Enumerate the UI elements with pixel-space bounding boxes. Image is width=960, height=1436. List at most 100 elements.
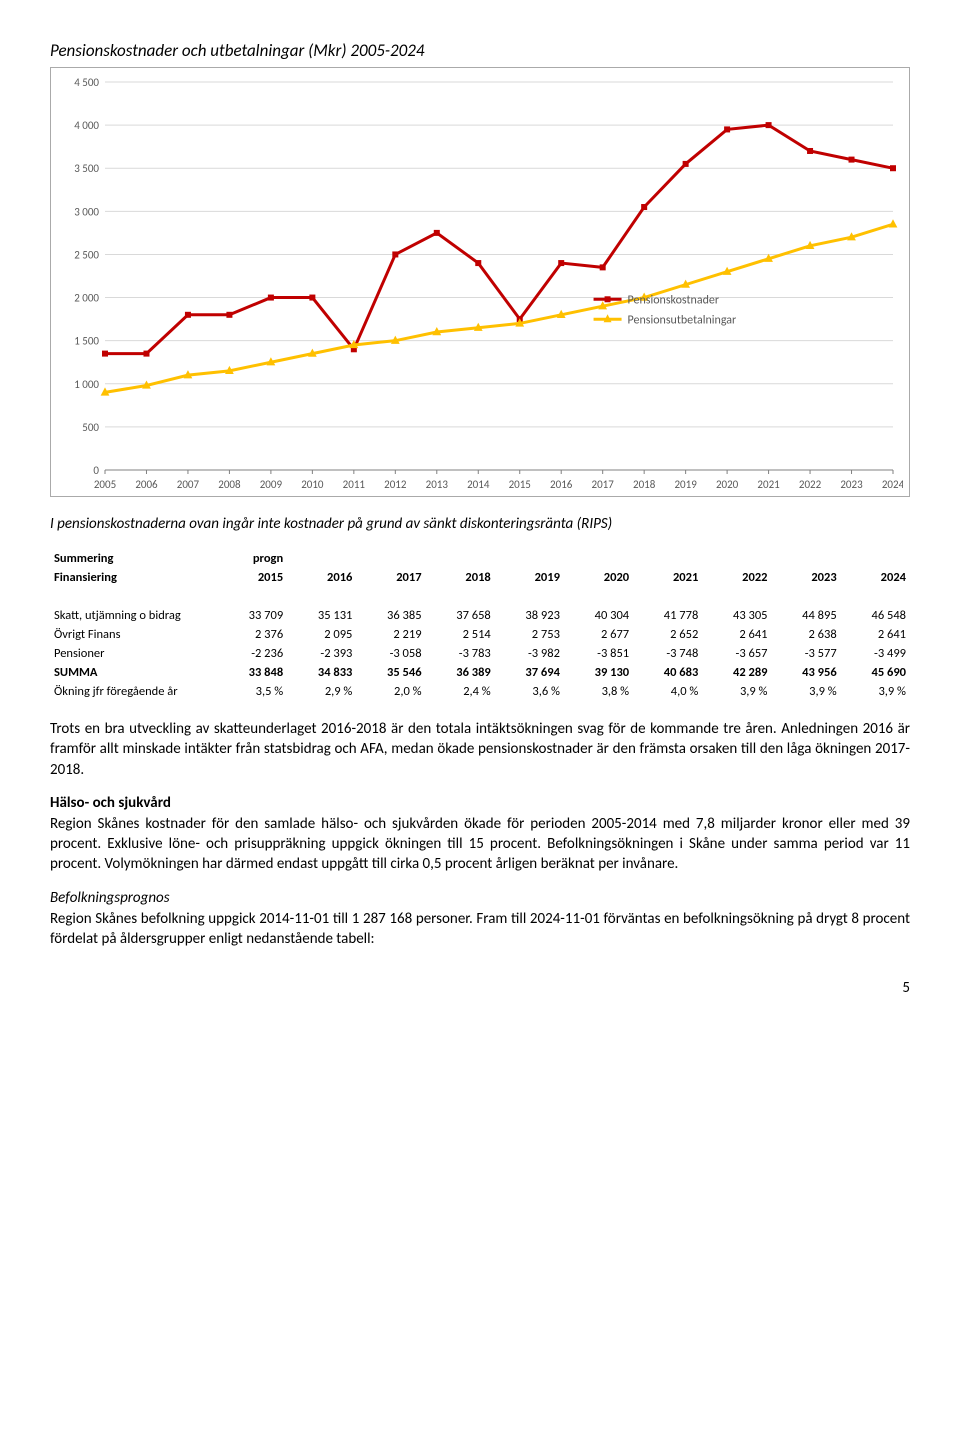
cell: 3,5 %	[218, 682, 287, 701]
svg-text:2010: 2010	[301, 478, 324, 491]
paragraph-2: Region Skånes kostnader för den samlade …	[50, 814, 910, 875]
cell: 2 677	[564, 625, 633, 644]
svg-text:2019: 2019	[674, 478, 697, 491]
svg-text:2009: 2009	[260, 478, 283, 491]
svg-text:4 000: 4 000	[74, 119, 99, 132]
cell: 3,9 %	[772, 682, 841, 701]
cell: 34 833	[287, 663, 356, 682]
cell: -3 982	[495, 644, 564, 663]
cell: 2 219	[356, 625, 425, 644]
cell: 44 895	[772, 606, 841, 625]
th-year: 2017	[356, 568, 425, 587]
th-year: 2019	[495, 568, 564, 587]
svg-text:2024: 2024	[882, 478, 903, 491]
section-head-befolkning: Befolkningsprognos	[50, 889, 910, 907]
section-head-halso: Hälso- och sjukvård	[50, 794, 910, 812]
cell: 43 305	[702, 606, 771, 625]
cell: 2 652	[633, 625, 702, 644]
th-progn: progn	[218, 549, 287, 568]
cell: 3,8 %	[564, 682, 633, 701]
svg-text:Pensionsutbetalningar: Pensionsutbetalningar	[628, 313, 737, 327]
cell: -3 851	[564, 644, 633, 663]
svg-text:2 000: 2 000	[74, 292, 99, 305]
row-label: Övrigt Finans	[50, 625, 218, 644]
th-finansiering: Finansiering	[50, 568, 218, 587]
chart-note: I pensionskostnaderna ovan ingår inte ko…	[50, 515, 910, 533]
paragraph-3: Region Skånes befolkning uppgick 2014-11…	[50, 909, 910, 950]
cell: 40 683	[633, 663, 702, 682]
svg-text:2023: 2023	[840, 478, 863, 491]
th-year: 2022	[702, 568, 771, 587]
th-year: 2015	[218, 568, 287, 587]
cell: 4,0 %	[633, 682, 702, 701]
svg-text:2017: 2017	[592, 478, 615, 491]
svg-text:2012: 2012	[384, 478, 407, 491]
svg-text:1 000: 1 000	[74, 378, 99, 391]
cell: 2 514	[426, 625, 495, 644]
svg-text:2 500: 2 500	[74, 248, 99, 261]
cell: 35 546	[356, 663, 425, 682]
svg-text:500: 500	[82, 421, 99, 434]
cell: 2 753	[495, 625, 564, 644]
cell: 46 548	[841, 606, 910, 625]
svg-text:2020: 2020	[716, 478, 739, 491]
cell: 2 376	[218, 625, 287, 644]
svg-text:1 500: 1 500	[74, 335, 99, 348]
svg-text:2008: 2008	[218, 478, 241, 491]
svg-text:2015: 2015	[509, 478, 531, 491]
cell: 41 778	[633, 606, 702, 625]
chart-container: 0 500 1 000 1 500 2 000 2 500 3 000 3 500 4 000 4…	[50, 67, 910, 497]
cell: -2 393	[287, 644, 356, 663]
cell: 2,4 %	[426, 682, 495, 701]
cell: 2 641	[702, 625, 771, 644]
cell: 35 131	[287, 606, 356, 625]
row-label: SUMMA	[50, 663, 218, 682]
svg-text:3 000: 3 000	[74, 205, 99, 218]
svg-text:2018: 2018	[633, 478, 656, 491]
cell: 2,9 %	[287, 682, 356, 701]
cell: 36 389	[426, 663, 495, 682]
row-label: Pensioner	[50, 644, 218, 663]
cell: 2 095	[287, 625, 356, 644]
th-summering: Summering	[50, 549, 218, 568]
th-year: 2024	[841, 568, 910, 587]
cell: 33 848	[218, 663, 287, 682]
th-year: 2020	[564, 568, 633, 587]
svg-text:2006: 2006	[135, 478, 158, 491]
svg-text:0: 0	[93, 464, 99, 477]
cell: 42 289	[702, 663, 771, 682]
cell: 2 638	[772, 625, 841, 644]
cell: 37 694	[495, 663, 564, 682]
svg-text:2013: 2013	[426, 478, 449, 491]
cell: -3 058	[356, 644, 425, 663]
svg-text:2016: 2016	[550, 478, 573, 491]
pension-chart: 0 500 1 000 1 500 2 000 2 500 3 000 3 500 4 000 4…	[57, 74, 903, 494]
chart-title: Pensionskostnader och utbetalningar (Mkr…	[50, 40, 910, 61]
summary-table: Summering progn Finansiering 20152016201…	[50, 549, 910, 701]
cell: 3,9 %	[841, 682, 910, 701]
cell: 39 130	[564, 663, 633, 682]
th-year: 2016	[287, 568, 356, 587]
page-number: 5	[50, 979, 910, 997]
cell: 45 690	[841, 663, 910, 682]
cell: -3 577	[772, 644, 841, 663]
cell: 37 658	[426, 606, 495, 625]
svg-text:Pensionskostnader: Pensionskostnader	[628, 293, 719, 307]
svg-text:2022: 2022	[799, 478, 822, 491]
cell: 36 385	[356, 606, 425, 625]
th-year: 2023	[772, 568, 841, 587]
cell: -3 499	[841, 644, 910, 663]
th-year: 2021	[633, 568, 702, 587]
svg-text:3 500: 3 500	[74, 162, 99, 175]
cell: 3,6 %	[495, 682, 564, 701]
cell: -2 236	[218, 644, 287, 663]
cell: 3,9 %	[702, 682, 771, 701]
svg-text:2014: 2014	[467, 478, 490, 491]
cell: 2 641	[841, 625, 910, 644]
cell: 40 304	[564, 606, 633, 625]
svg-text:2007: 2007	[177, 478, 200, 491]
cell: 38 923	[495, 606, 564, 625]
svg-text:4 500: 4 500	[74, 76, 99, 89]
row-label: Ökning jfr föregående år	[50, 682, 218, 701]
row-label: Skatt, utjämning o bidrag	[50, 606, 218, 625]
